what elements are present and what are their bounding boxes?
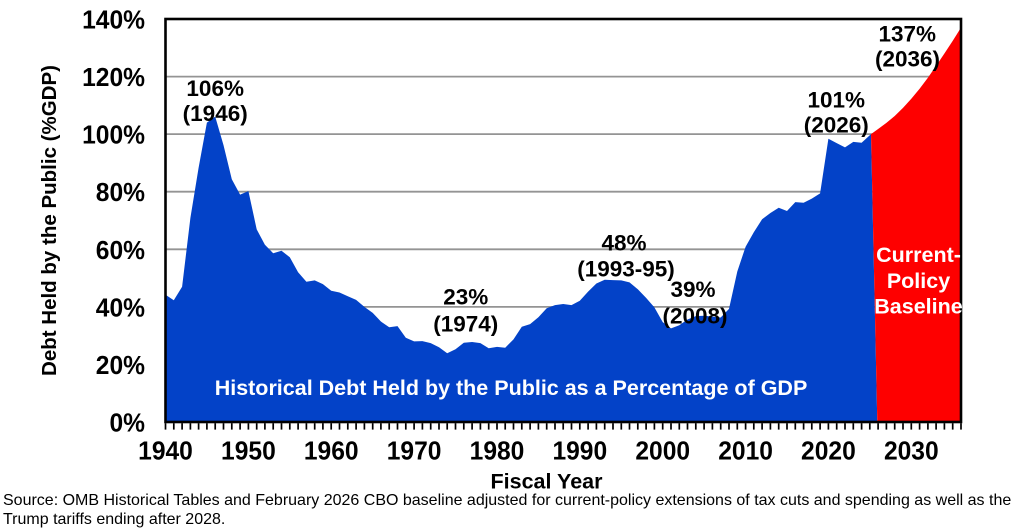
svg-text:1980: 1980 [470,435,525,465]
svg-text:2020: 2020 [801,435,856,465]
svg-text:1990: 1990 [552,435,607,465]
svg-text:100%: 100% [82,120,145,150]
svg-text:Current-: Current- [876,243,961,267]
svg-text:23%: 23% [443,285,488,310]
svg-text:Historical Debt Held by the Pu: Historical Debt Held by the Public as a … [215,376,808,400]
svg-text:2010: 2010 [718,435,773,465]
svg-text:106%: 106% [186,76,244,101]
svg-text:Baseline: Baseline [874,294,962,318]
svg-text:(2026): (2026) [804,112,869,137]
svg-text:80%: 80% [96,177,145,207]
svg-text:Policy: Policy [887,269,950,293]
svg-text:101%: 101% [808,87,866,112]
svg-text:(1993-95): (1993-95) [577,257,675,282]
svg-text:48%: 48% [601,231,646,256]
svg-text:40%: 40% [96,292,145,322]
svg-text:2030: 2030 [884,435,939,465]
svg-text:(1946): (1946) [183,101,248,126]
svg-text:120%: 120% [82,62,145,92]
svg-text:Trump tariffs ending after 202: Trump tariffs ending after 2028. [3,511,225,528]
svg-text:1970: 1970 [387,435,442,465]
svg-text:(2036): (2036) [875,46,940,71]
svg-text:39%: 39% [670,277,715,302]
svg-text:140%: 140% [82,5,145,35]
svg-text:(2008): (2008) [662,304,727,329]
svg-text:Source: OMB Historical Tables: Source: OMB Historical Tables and Februa… [3,492,1011,509]
svg-text:137%: 137% [879,21,937,46]
svg-text:Fiscal Year: Fiscal Year [491,470,604,494]
svg-text:20%: 20% [96,350,145,380]
svg-text:1950: 1950 [221,435,276,465]
svg-text:2000: 2000 [635,435,690,465]
svg-text:(1974): (1974) [433,311,498,336]
svg-text:0%: 0% [110,408,146,438]
svg-text:Debt Held by the Public (%GDP): Debt Held by the Public (%GDP) [38,65,61,376]
svg-text:60%: 60% [96,235,145,265]
svg-text:1960: 1960 [304,435,359,465]
svg-text:1940: 1940 [138,435,193,465]
